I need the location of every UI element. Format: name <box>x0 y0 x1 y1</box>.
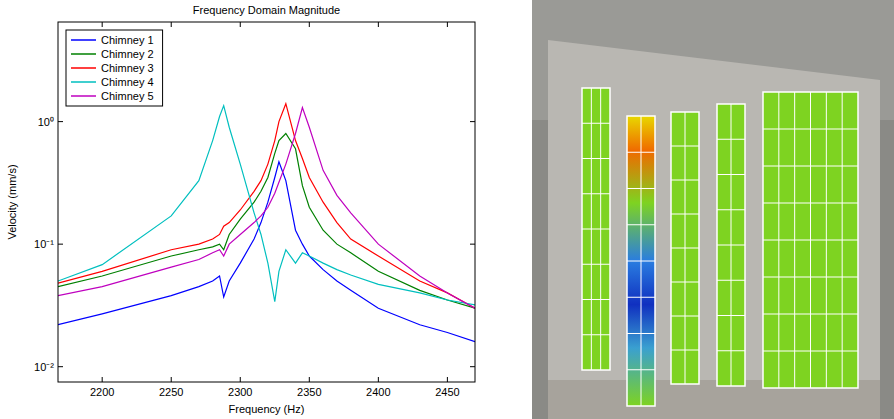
mode-grid <box>717 280 745 281</box>
mode-grid <box>717 139 745 140</box>
mode-grid <box>582 334 610 335</box>
legend-swatch <box>71 81 96 83</box>
mode-grid <box>717 350 745 351</box>
mode-grid <box>582 264 610 265</box>
x-tick <box>447 377 448 382</box>
x-tick <box>102 377 103 382</box>
mode-grid <box>671 180 699 181</box>
title: Frequency Domain Magnitude <box>193 4 340 16</box>
legend-swatch <box>71 53 96 55</box>
x-tick-label: 2250 <box>159 386 183 398</box>
legend-label: Chimney 4 <box>101 76 154 88</box>
mode-panel <box>717 104 745 386</box>
x-tick <box>240 22 241 27</box>
mode-grid <box>763 129 858 130</box>
x-tick-label: 2200 <box>90 386 114 398</box>
legend-label: Chimney 3 <box>101 62 154 74</box>
x-tick <box>309 22 310 27</box>
mode-grid <box>627 369 655 370</box>
y-tick-label: 10⁻¹ <box>34 238 54 250</box>
mode-grid <box>763 277 858 278</box>
mode-grid <box>763 314 858 315</box>
legend-swatch <box>71 39 96 41</box>
mode-grid <box>627 297 655 298</box>
legend-label: Chimney 2 <box>101 48 154 60</box>
legend-box <box>66 30 163 106</box>
x-tick-label: 2450 <box>435 386 459 398</box>
mode-grid <box>582 123 610 124</box>
y-tick <box>58 121 63 122</box>
mode-grid <box>671 248 699 249</box>
mode-grid <box>717 209 745 210</box>
x-tick <box>309 377 310 382</box>
mode-grid <box>763 351 858 352</box>
mode-grid <box>671 316 699 317</box>
mode-grid <box>671 350 699 351</box>
mode-panel <box>763 92 858 388</box>
x-tick <box>102 22 103 27</box>
mode-grid <box>763 166 858 167</box>
series-line <box>58 108 475 309</box>
legend-label: Chimney 5 <box>101 90 154 102</box>
mode-grid <box>627 188 655 189</box>
x-tick-label: 2400 <box>366 386 390 398</box>
y-tick <box>58 366 63 367</box>
legend-swatch <box>71 95 96 97</box>
mode-grid <box>717 174 745 175</box>
y-tick-label: 10⁰ <box>38 116 54 128</box>
mode-panel <box>582 88 610 370</box>
mode-grid <box>627 224 655 225</box>
plate <box>548 40 880 419</box>
photo <box>532 0 894 419</box>
mode-grid <box>763 240 858 241</box>
mode-grid <box>717 315 745 316</box>
mode-grid <box>582 229 610 230</box>
x-tick-label: 2300 <box>228 386 252 398</box>
mode-panel <box>627 116 655 406</box>
legend-swatch <box>71 67 96 69</box>
plot-frame <box>58 22 475 382</box>
x-tick <box>171 22 172 27</box>
x-tick <box>378 22 379 27</box>
mode-grid <box>582 158 610 159</box>
plot-area <box>58 22 475 382</box>
mode-grid <box>627 261 655 262</box>
y-tick-label: 10⁻² <box>34 361 54 373</box>
mode-grid <box>582 299 610 300</box>
mode-grid <box>717 245 745 246</box>
x-axis-title: Frequency (Hz) <box>229 403 305 415</box>
x-tick-label: 2350 <box>297 386 321 398</box>
mode-grid <box>671 214 699 215</box>
legend: Chimney 1 Chimney 2 Chimney 3 Chimney 4 Chim… <box>66 30 163 106</box>
mode-grid <box>763 203 858 204</box>
series-line <box>58 106 475 305</box>
mode-panel <box>671 112 699 384</box>
mode-grid <box>671 146 699 147</box>
x-tick <box>240 377 241 382</box>
series-group <box>58 104 475 342</box>
x-tick <box>378 377 379 382</box>
y-axis-title: Velocity (mm/s) <box>6 164 18 239</box>
y-tick <box>58 244 63 245</box>
mode-grid <box>671 282 699 283</box>
series-line <box>58 104 475 309</box>
legend-label: Chimney 1 <box>101 34 154 46</box>
mode-grid <box>627 333 655 334</box>
y-tick <box>470 121 475 122</box>
photo-background <box>532 0 894 419</box>
y-tick <box>470 244 475 245</box>
mode-grid <box>627 152 655 153</box>
x-tick <box>447 22 448 27</box>
x-tick <box>171 377 172 382</box>
mode-grid <box>582 193 610 194</box>
y-tick <box>470 366 475 367</box>
